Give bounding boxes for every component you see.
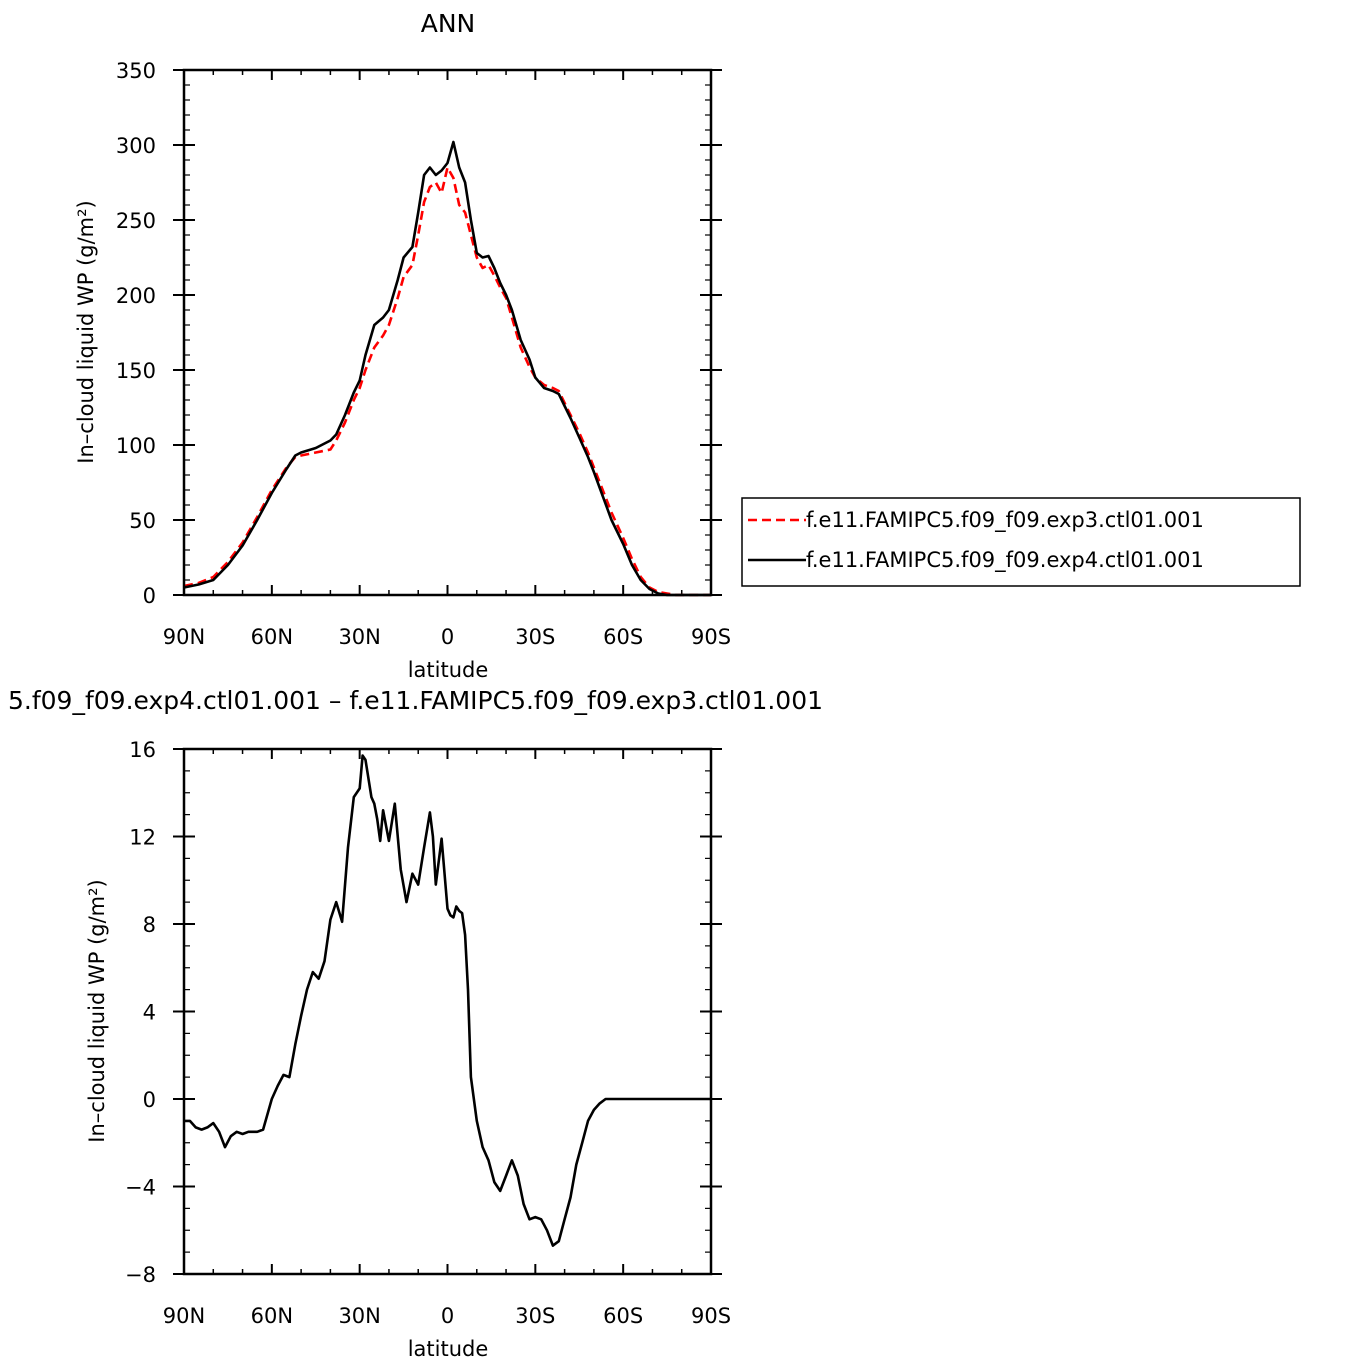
bottom-plot-title: 5.f09_f09.exp4.ctl01.001 – f.e11.FAMIPC5… [8, 686, 823, 715]
top-y-tick-label: 0 [143, 584, 156, 608]
bottom-x-tick-label: 0 [441, 1304, 454, 1328]
bottom-y-tick-label: −4 [125, 1176, 156, 1200]
top-x-tick-label: 60N [251, 625, 293, 649]
top-series-layer [183, 140, 711, 597]
bottom-y-axis-title: In–cloud liquid WP (g/m²) [85, 879, 109, 1142]
bottom-y-tick-label: 16 [129, 738, 156, 762]
bottom-plot-frame [182, 747, 713, 1276]
bottom-x-tick-label: 30N [338, 1304, 380, 1328]
top-y-axis-title: In–cloud liquid WP (g/m²) [74, 200, 98, 463]
top-series-line-1 [183, 140, 711, 597]
bottom-y-tick-label: 0 [143, 1088, 156, 1112]
bottom-series-layer [184, 754, 711, 1247]
top-x-tick-label: 30N [338, 625, 380, 649]
bottom-axis-ticks [173, 748, 722, 1275]
bottom-x-tick-label: 60N [251, 1304, 293, 1328]
top-x-axis-title: latitude [408, 658, 489, 682]
bottom-y-tick-label: 4 [143, 1001, 156, 1025]
bottom-y-tick-label: −8 [125, 1263, 156, 1287]
top-plot-title: ANN [421, 9, 476, 38]
bottom-series-line-0 [184, 754, 711, 1247]
top-y-tick-labels: 0 50 100 150 200 250 300 350 [116, 59, 156, 608]
top-x-tick-label: 60S [603, 625, 643, 649]
bottom-x-tick-label: 30S [515, 1304, 555, 1328]
legend: f.e11.FAMIPC5.f09_f09.exp3.ctl01.001 f.e… [741, 497, 1301, 587]
legend-label-exp3: f.e11.FAMIPC5.f09_f09.exp3.ctl01.001 [806, 508, 1204, 533]
legend-box [741, 497, 1301, 587]
bottom-x-axis-title: latitude [408, 1337, 489, 1361]
bottom-y-tick-labels: −8 −4 0 4 8 12 16 [125, 738, 156, 1287]
bottom-y-tick-label: 8 [143, 913, 156, 937]
top-y-tick-label: 150 [116, 359, 156, 383]
top-y-tick-label: 250 [116, 209, 156, 233]
top-y-tick-label: 50 [129, 509, 156, 533]
legend-label-exp4: f.e11.FAMIPC5.f09_f09.exp4.ctl01.001 [806, 548, 1204, 573]
top-y-tick-label: 100 [116, 434, 156, 458]
bottom-x-tick-labels: 90N 60N 30N 0 30S 60S 90S [163, 1304, 731, 1328]
top-plot-frame [182, 68, 713, 597]
top-y-tick-label: 200 [116, 284, 156, 308]
top-y-tick-label: 300 [116, 134, 156, 158]
top-x-tick-label: 30S [515, 625, 555, 649]
top-series-line-0 [183, 166, 711, 597]
top-x-tick-labels: 90N 60N 30N 0 30S 60S 90S [163, 625, 731, 649]
bottom-y-tick-label: 12 [129, 826, 156, 850]
bottom-x-tick-label: 60S [603, 1304, 643, 1328]
top-x-tick-label: 0 [441, 625, 454, 649]
bottom-x-tick-label: 90S [691, 1304, 731, 1328]
top-y-tick-label: 350 [116, 59, 156, 83]
top-x-tick-label: 90N [163, 625, 205, 649]
top-axis-ticks [173, 69, 722, 596]
bottom-x-tick-label: 90N [163, 1304, 205, 1328]
top-x-tick-label: 90S [691, 625, 731, 649]
